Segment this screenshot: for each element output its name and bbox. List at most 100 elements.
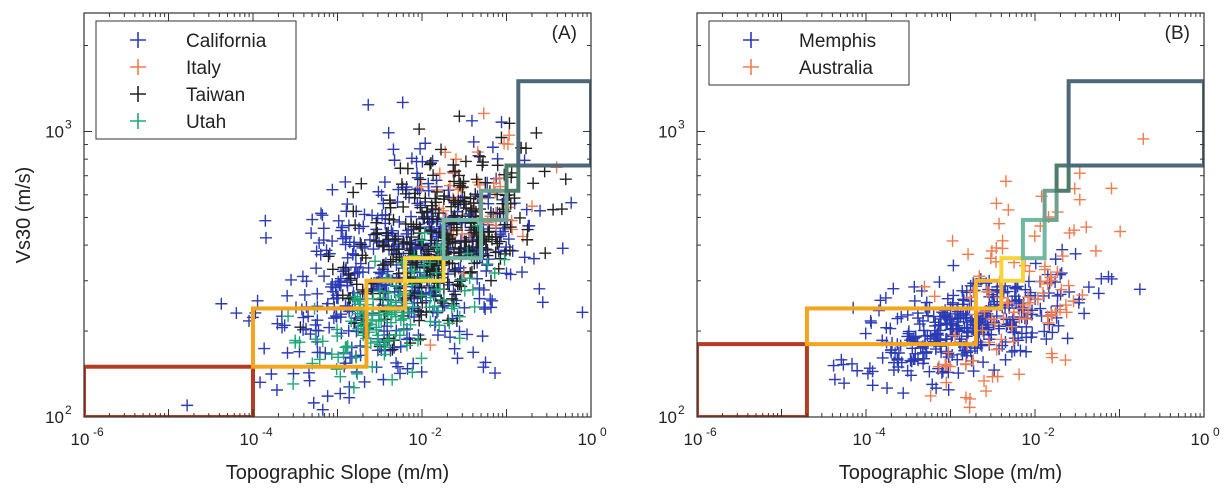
data-point <box>952 367 965 380</box>
data-point <box>378 341 391 354</box>
data-point <box>428 263 441 276</box>
data-point <box>1046 326 1059 339</box>
data-point <box>181 399 194 412</box>
data-point <box>407 220 420 233</box>
data-point <box>260 231 273 244</box>
data-point <box>460 202 473 215</box>
data-point <box>426 203 439 216</box>
data-point <box>391 196 404 209</box>
data-point <box>285 273 298 286</box>
data-point <box>917 314 930 327</box>
data-point <box>463 272 476 285</box>
x-tick-label: 10 <box>684 430 703 449</box>
data-point <box>431 329 444 342</box>
data-point <box>306 213 319 226</box>
data-point <box>396 96 409 109</box>
legend-marker <box>743 59 759 75</box>
data-point <box>467 346 480 359</box>
data-point <box>502 233 515 246</box>
data-point <box>559 173 572 186</box>
data-point <box>576 306 589 319</box>
data-point <box>351 367 364 380</box>
data-point <box>383 194 396 207</box>
data-point <box>1008 290 1021 303</box>
data-point <box>534 204 547 217</box>
data-point <box>941 317 954 330</box>
data-point <box>386 343 399 356</box>
data-point <box>419 137 432 150</box>
data-point <box>941 292 954 305</box>
data-point <box>332 292 345 305</box>
data-point <box>1019 283 1032 296</box>
data-point <box>448 265 461 278</box>
x-tick-exponent: -4 <box>262 425 273 439</box>
data-point <box>976 324 989 337</box>
data-point <box>380 335 393 348</box>
data-point <box>468 300 481 313</box>
data-point <box>318 270 331 283</box>
data-point <box>446 235 459 248</box>
x-tick-label: 10 <box>1191 430 1210 449</box>
data-point <box>413 123 426 136</box>
x-axis-label: Topographic Slope (m/m) <box>226 462 449 484</box>
data-point <box>367 243 380 256</box>
data-point <box>990 343 1003 356</box>
data-point <box>409 187 422 200</box>
data-point <box>384 255 397 268</box>
data-point <box>312 324 325 337</box>
x-tick-exponent: 0 <box>1213 425 1220 439</box>
data-point <box>419 192 432 205</box>
data-point <box>427 169 440 182</box>
data-point <box>415 289 428 302</box>
data-point <box>344 274 357 287</box>
data-point <box>1001 285 1014 298</box>
data-point <box>962 248 975 261</box>
data-point <box>387 143 400 156</box>
data-point <box>389 232 402 245</box>
data-point <box>518 251 531 264</box>
data-point <box>405 152 418 165</box>
data-point <box>935 366 948 379</box>
data-point <box>347 381 360 394</box>
data-point <box>282 310 295 323</box>
data-point <box>967 354 980 367</box>
data-point <box>415 234 428 247</box>
data-point <box>1059 354 1072 367</box>
data-point <box>322 250 335 263</box>
data-point <box>1042 316 1055 329</box>
data-point <box>482 191 495 204</box>
data-point <box>1054 268 1067 281</box>
data-point <box>521 223 534 236</box>
data-point <box>980 385 993 398</box>
data-point <box>445 302 458 315</box>
data-point <box>1020 345 1033 358</box>
x-tick-exponent: 0 <box>600 425 607 439</box>
data-point <box>403 332 416 345</box>
data-point <box>294 321 307 334</box>
data-point <box>417 259 430 272</box>
data-point <box>448 175 461 188</box>
data-point <box>876 351 889 364</box>
data-point <box>863 362 876 375</box>
data-point <box>447 285 460 298</box>
data-point <box>341 198 354 211</box>
data-point <box>520 203 533 216</box>
data-point <box>463 244 476 257</box>
category-box <box>403 256 446 283</box>
data-point <box>415 308 428 321</box>
data-point <box>394 162 407 175</box>
data-point <box>424 291 437 304</box>
data-point <box>508 192 521 205</box>
data-point <box>354 295 367 308</box>
data-point <box>1034 302 1047 315</box>
data-point <box>422 184 435 197</box>
data-point <box>426 227 439 240</box>
data-point <box>343 391 356 404</box>
data-point <box>838 377 851 390</box>
data-point <box>1014 344 1027 357</box>
series-memphis <box>827 243 1146 400</box>
data-point <box>1054 288 1067 301</box>
data-point <box>382 286 395 299</box>
category-box <box>1020 217 1047 261</box>
data-point <box>358 208 371 221</box>
